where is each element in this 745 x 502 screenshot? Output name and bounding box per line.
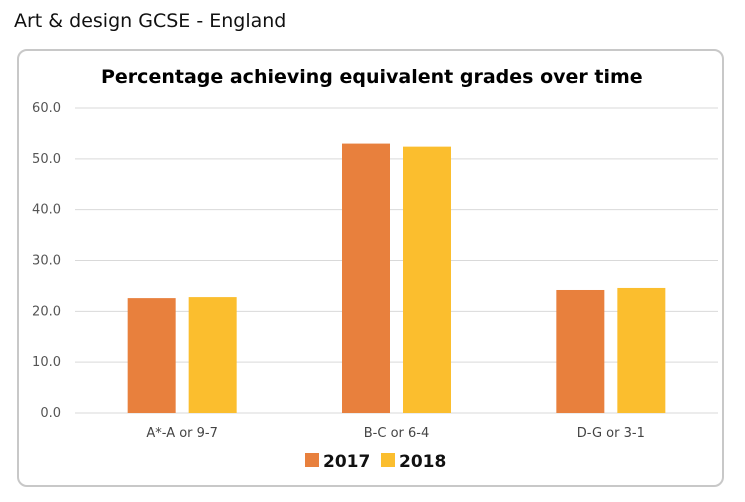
legend-label-2018: 2018 (399, 452, 446, 472)
bar-2017-1 (342, 143, 390, 414)
bar-2017-0 (127, 298, 176, 413)
legend-swatch-2017 (305, 453, 319, 467)
bar-2017-2 (556, 289, 605, 413)
legend: 2017 2018 (305, 452, 446, 472)
page-title: Art & design GCSE - England (14, 10, 287, 32)
y-tick-label: 20.0 (32, 304, 61, 319)
bar-2018-1 (403, 146, 451, 413)
y-tick-label: 50.0 (32, 152, 61, 167)
y-tick-label: 10.0 (32, 355, 61, 370)
y-tick-label: 40.0 (32, 203, 61, 218)
legend-label-2017: 2017 (323, 452, 370, 472)
bar-2018-0 (188, 297, 237, 413)
x-category-label: A*-A or 9-7 (146, 426, 218, 441)
x-category-label: B-C or 6-4 (364, 426, 429, 441)
y-tick-label: 30.0 (32, 254, 61, 269)
legend-swatch-2018 (381, 453, 395, 467)
x-category-label: D-G or 3-1 (577, 426, 645, 441)
chart-title: Percentage achieving equivalent grades o… (101, 66, 643, 88)
bars (127, 143, 666, 414)
y-tick-label: 60.0 (32, 101, 61, 116)
gridlines (75, 107, 718, 414)
x-axis-categories: A*-A or 9-7 B-C or 6-4 D-G or 3-1 (146, 426, 644, 441)
y-axis-ticks: 0.0 10.0 20.0 30.0 40.0 50.0 60.0 (32, 101, 61, 421)
bar-2018-2 (617, 287, 666, 413)
y-tick-label: 0.0 (40, 406, 61, 421)
